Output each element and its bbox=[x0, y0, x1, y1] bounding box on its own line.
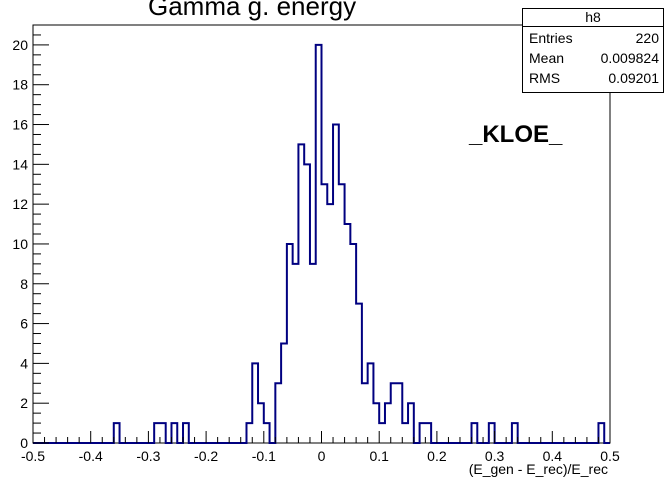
histogram-bin bbox=[345, 224, 351, 443]
x-tick-label: 0.4 bbox=[543, 448, 563, 464]
y-tick-label: 20 bbox=[12, 37, 28, 53]
chart-title: Gamma g. energy bbox=[148, 0, 357, 21]
x-axis-label: (E_gen - E_rec)/E_rec bbox=[469, 461, 608, 477]
stats-row-rms: RMS 0.09201 bbox=[529, 68, 659, 88]
x-tick-label: 0.3 bbox=[485, 448, 505, 464]
stats-row-mean: Mean 0.009824 bbox=[529, 48, 659, 68]
y-tick-label: 10 bbox=[12, 236, 28, 252]
y-tick-label: 14 bbox=[12, 156, 28, 172]
y-tick-label: 18 bbox=[12, 77, 28, 93]
y-tick-label: 6 bbox=[20, 316, 28, 332]
histogram-bin bbox=[379, 423, 385, 443]
x-tick-label: 0.1 bbox=[369, 448, 389, 464]
histogram-bin bbox=[322, 184, 328, 443]
x-tick-label: -0.5 bbox=[21, 448, 45, 464]
x-tick-label: -0.4 bbox=[79, 448, 103, 464]
histogram-bins bbox=[114, 45, 604, 443]
stats-value: 220 bbox=[635, 30, 659, 46]
y-tick-label: 12 bbox=[12, 196, 28, 212]
histogram-name: h8 bbox=[523, 9, 663, 27]
histogram-bin bbox=[402, 423, 408, 443]
histogram-bin bbox=[362, 383, 368, 443]
stats-label: Mean bbox=[529, 50, 565, 66]
x-tick-label: -0.2 bbox=[194, 448, 218, 464]
y-tick-label: 4 bbox=[20, 355, 28, 371]
histogram-bin bbox=[293, 264, 299, 443]
stats-box: h8 Entries 220 Mean 0.009824 RMS 0.09201 bbox=[522, 8, 664, 93]
histogram-bin bbox=[327, 204, 333, 443]
x-tick-label: -0.1 bbox=[252, 448, 276, 464]
histogram-outline bbox=[33, 43, 610, 444]
stats-label: Entries bbox=[529, 30, 573, 46]
y-tick-label: 2 bbox=[20, 395, 28, 411]
histogram-bin bbox=[310, 264, 316, 443]
stats-label: RMS bbox=[529, 70, 561, 86]
y-tick-label: 16 bbox=[12, 117, 28, 133]
kloe-annotation: _KLOE_ bbox=[469, 121, 563, 148]
y-tick-label: 8 bbox=[20, 276, 28, 292]
y-axis-ticks: 0 2 4 6 8 10 12 14 16 18 20 bbox=[12, 24, 49, 451]
x-tick-label: -0.3 bbox=[136, 448, 160, 464]
stats-value: 0.09201 bbox=[608, 70, 659, 86]
x-axis-ticks: -0.5 -0.4 -0.3 -0.2 -0.1 0 0.1 0.2 0.3 0.4 0.5 bbox=[21, 431, 620, 464]
stats-value: 0.009824 bbox=[600, 50, 659, 66]
x-tick-label: 0.5 bbox=[600, 448, 620, 464]
y-tick-label: 0 bbox=[20, 435, 28, 451]
x-tick-label: 0.2 bbox=[427, 448, 447, 464]
stats-row-entries: Entries 220 bbox=[529, 28, 659, 48]
x-tick-label: 0 bbox=[318, 448, 326, 464]
